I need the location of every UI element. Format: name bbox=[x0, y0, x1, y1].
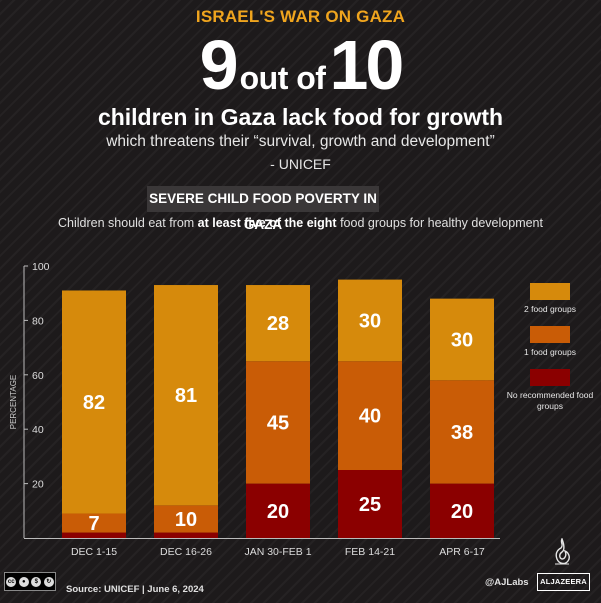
legend-swatch bbox=[530, 369, 570, 386]
bar-segment bbox=[338, 361, 402, 470]
quote: which threatens their “survival, growth … bbox=[106, 133, 495, 150]
legend-label: 2 food groups bbox=[524, 304, 576, 314]
x-tick-label: JAN 30-FEB 1 bbox=[244, 546, 311, 558]
legend-label: No recommended food groups bbox=[506, 390, 594, 411]
bar-segment bbox=[246, 483, 310, 538]
y-tick-label: 100 bbox=[32, 261, 50, 273]
x-tick-label: DEC 16-26 bbox=[160, 546, 212, 558]
bar-data-label: 40 bbox=[359, 406, 381, 428]
bar-segment bbox=[62, 513, 126, 533]
bar-segment bbox=[430, 483, 494, 538]
y-tick-label: 40 bbox=[32, 424, 44, 436]
twitter-handle: @AJLabs bbox=[485, 577, 529, 588]
kicker: ISRAEL'S WAR ON GAZA bbox=[195, 7, 406, 26]
bar-segment bbox=[62, 532, 126, 538]
note-prefix: Children should eat from bbox=[58, 216, 198, 230]
bar-segment bbox=[246, 361, 310, 484]
bar-data-label: 28 bbox=[267, 313, 289, 335]
subheadline: children in Gaza lack food for growth bbox=[97, 104, 504, 130]
note-suffix: food groups for healthy development bbox=[336, 216, 543, 230]
headline-number-2: 10 bbox=[329, 26, 404, 104]
legend-item-1-food-groups: 1 food groups bbox=[505, 326, 595, 358]
x-tick-label: FEB 14-21 bbox=[345, 546, 395, 558]
cc-icon: cc bbox=[6, 576, 17, 587]
x-tick-label: APR 6-17 bbox=[439, 546, 485, 558]
chart-title: SEVERE CHILD FOOD POVERTY IN GAZA bbox=[147, 186, 379, 232]
creative-commons-badge: cc ● $ ↻ bbox=[4, 572, 56, 591]
bar-segment bbox=[338, 279, 402, 362]
nc-icon: $ bbox=[31, 576, 42, 587]
legend-label: 1 food groups bbox=[524, 347, 576, 357]
headline-middle: out of bbox=[239, 60, 326, 96]
sa-icon: ↻ bbox=[43, 576, 54, 587]
chart-note: Children should eat from at least five o… bbox=[0, 216, 601, 230]
bar-data-label: 81 bbox=[175, 385, 197, 407]
legend-swatch bbox=[530, 283, 570, 300]
headline: 9 out of10 bbox=[0, 30, 601, 100]
bar-segment bbox=[430, 380, 494, 484]
note-bold: at least five of the eight bbox=[197, 216, 337, 230]
stacked-bar-chart: 20 40 60 80 100 PERCENTAGE 7 82 DEC 1-15 10 81 DEC … bbox=[9, 261, 500, 558]
bar-data-label: 25 bbox=[359, 494, 381, 516]
bar-data-label: 82 bbox=[83, 392, 105, 414]
bar-data-label: 45 bbox=[267, 412, 289, 434]
bar-data-label: 30 bbox=[359, 310, 381, 332]
y-tick-label: 80 bbox=[32, 315, 44, 327]
bar-segment bbox=[430, 298, 494, 381]
brand-wordmark: ALJAZEERA bbox=[537, 573, 590, 591]
bar-segment bbox=[154, 285, 218, 506]
bar-data-label: 7 bbox=[88, 513, 99, 535]
bar-data-label: 20 bbox=[267, 501, 289, 523]
aljazeera-logo-icon bbox=[555, 538, 570, 565]
y-tick-label: 20 bbox=[32, 479, 44, 491]
y-tick-label: 60 bbox=[32, 370, 44, 382]
y-axis-label: PERCENTAGE bbox=[9, 375, 18, 430]
bar-segment bbox=[62, 290, 126, 514]
bar-data-label: 20 bbox=[451, 501, 473, 523]
attribution: - UNICEF bbox=[270, 156, 331, 172]
bar-segment bbox=[154, 532, 218, 538]
legend-item-no-recommended: No recommended food groups bbox=[505, 369, 595, 411]
by-icon: ● bbox=[18, 576, 29, 587]
bar-segment bbox=[338, 470, 402, 538]
legend-item-2-food-groups: 2 food groups bbox=[505, 283, 595, 315]
bar-data-label: 38 bbox=[451, 422, 473, 444]
source-text: Source: UNICEF | June 6, 2024 bbox=[66, 584, 204, 595]
bar-data-label: 10 bbox=[175, 509, 197, 531]
legend-swatch bbox=[530, 326, 570, 343]
x-tick-label: DEC 1-15 bbox=[71, 546, 117, 558]
bar-data-label: 30 bbox=[451, 329, 473, 351]
bar-segment bbox=[154, 505, 218, 533]
bar-segment bbox=[246, 285, 310, 362]
headline-number-1: 9 bbox=[199, 26, 239, 104]
